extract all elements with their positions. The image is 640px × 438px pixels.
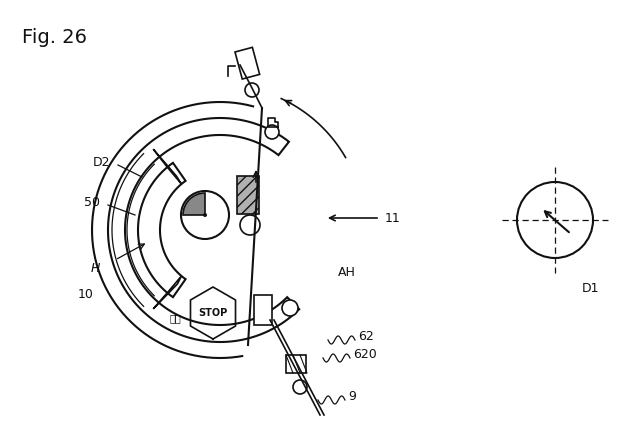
Text: 9: 9: [348, 391, 356, 403]
Text: 620: 620: [353, 349, 377, 361]
Polygon shape: [268, 118, 278, 127]
Text: STOP: STOP: [198, 308, 228, 318]
Bar: [235, 47, 260, 79]
Bar: [254, 295, 272, 325]
Circle shape: [203, 213, 207, 217]
Text: 停止: 停止: [169, 313, 181, 323]
Bar: [286, 355, 306, 373]
Circle shape: [181, 191, 229, 239]
Polygon shape: [154, 149, 181, 184]
Text: D2: D2: [93, 155, 110, 169]
Wedge shape: [183, 193, 205, 215]
Circle shape: [245, 83, 259, 97]
Polygon shape: [138, 163, 186, 297]
Polygon shape: [108, 118, 299, 342]
Circle shape: [282, 300, 298, 316]
Text: 62: 62: [358, 331, 374, 343]
Text: 10: 10: [78, 289, 94, 301]
Circle shape: [240, 215, 260, 235]
Text: 11: 11: [385, 212, 401, 225]
Bar: [237, 176, 259, 214]
Circle shape: [517, 182, 593, 258]
Text: H: H: [91, 261, 100, 275]
Text: D1: D1: [582, 282, 599, 295]
Circle shape: [265, 125, 279, 139]
Text: Fig. 26: Fig. 26: [22, 28, 87, 47]
Text: AH: AH: [338, 265, 356, 279]
Circle shape: [293, 380, 307, 394]
Polygon shape: [154, 276, 181, 309]
Text: 50: 50: [84, 195, 100, 208]
